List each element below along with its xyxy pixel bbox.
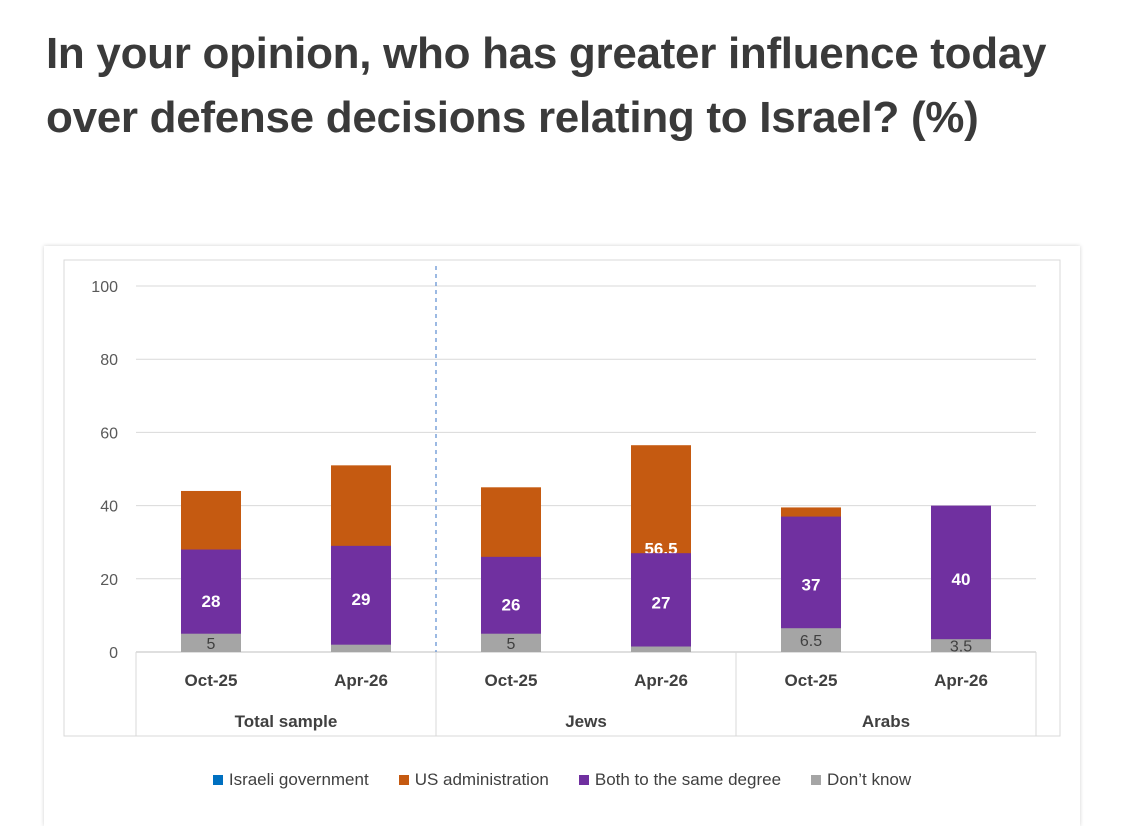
data-label: 26 [502,595,521,614]
bar-segment [931,639,991,652]
data-label: 29 [352,590,371,609]
bar-segment [781,628,841,652]
group-label: Arabs [862,712,910,731]
bar-segment [931,505,991,652]
data-label: 37 [802,575,821,594]
data-label: 3.5 [950,639,972,656]
legend-item: Don’t know [811,770,911,790]
group-label: Jews [565,712,607,731]
legend-swatch [398,775,409,785]
bar-segment [631,553,691,652]
group-label: Total sample [235,712,338,731]
data-label: 5 [507,636,516,653]
page-title: In your opinion, who has greater influen… [46,29,1047,142]
bar-segment [631,646,691,652]
stacked-bar-chart: 0204060801002344285Oct-25185129Apr-26244… [63,259,1061,737]
bar-segment [181,633,241,652]
legend-item: Israeli government [212,770,369,790]
chart-card: 0204060801002344285Oct-25185129Apr-26244… [44,246,1080,826]
y-tick-label: 20 [100,572,118,589]
bar-segment [481,633,541,652]
x-tick-label: Apr-26 [934,671,988,690]
y-tick-label: 60 [100,425,118,442]
x-tick-label: Oct-25 [185,671,238,690]
legend-label: Israeli government [228,770,369,789]
data-label: 28 [202,592,221,611]
x-tick-label: Oct-25 [785,671,838,690]
legend-swatch [578,775,589,785]
legend-label: Both to the same degree [594,770,782,789]
data-label: 5 [207,636,216,653]
y-tick-label: 0 [109,645,118,662]
data-label: 40 [952,570,971,589]
bar-segment [331,545,391,652]
legend-item: Both to the same degree [578,770,782,790]
y-tick-label: 40 [100,499,118,516]
y-tick-label: 100 [91,279,118,296]
data-label: 27 [652,594,671,613]
x-tick-label: Oct-25 [485,671,538,690]
legend-label: US administration [414,770,549,789]
x-tick-label: Apr-26 [334,671,388,690]
data-label: 6.5 [800,633,822,650]
legend-swatch [212,775,223,785]
legend-swatch [811,775,822,785]
y-tick-label: 80 [100,352,118,369]
legend-item: US administration [398,770,549,790]
chart-legend: Israeli government US administration Both … [44,770,1080,790]
chart-frame [63,259,1061,737]
bar-segment [331,644,391,652]
x-tick-label: Apr-26 [634,671,688,690]
legend-label: Don’t know [827,770,912,789]
